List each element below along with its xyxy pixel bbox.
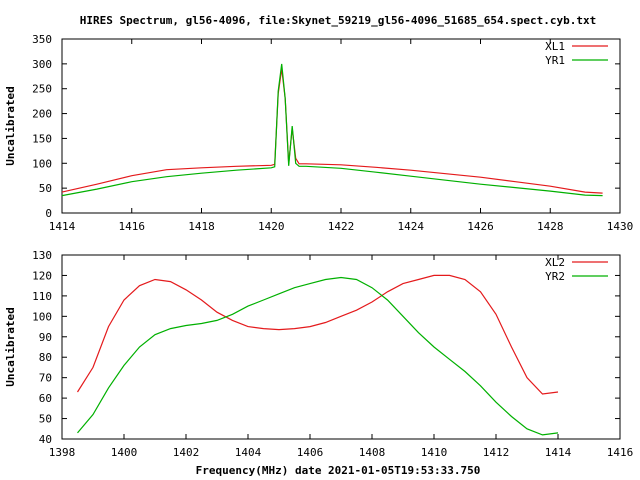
- y-tick-label: 70: [39, 372, 52, 385]
- chart-panel-2: 1398 1400 1402 1404 1406 1408 1410 1412 1414 1416…: [4, 249, 633, 459]
- plot-frame: [61, 254, 621, 440]
- y-tick-label: 350: [32, 33, 52, 46]
- x-tick-label: 1404: [235, 446, 262, 459]
- legend-label-xl1: XL1: [545, 40, 565, 53]
- y-tick-label: 250: [32, 83, 52, 96]
- x-tick-label: 1400: [111, 446, 138, 459]
- x-tick-label: 1422: [328, 220, 355, 233]
- y-tick-label: 300: [32, 58, 52, 71]
- y-axis-label: Uncalibrated: [4, 86, 17, 165]
- chart-panel-1: 1414 1416 1418 1420 1422 1424 1426 1428 1430 0 50 1…: [4, 33, 633, 233]
- x-tick-label: 1412: [483, 446, 510, 459]
- y-tick-label: 150: [32, 132, 52, 145]
- x-tick-label: 1428: [537, 220, 564, 233]
- series-line-xl1: [61, 68, 603, 194]
- y-tick-label: 60: [39, 392, 52, 405]
- x-tick-label: 1424: [398, 220, 425, 233]
- x-tick-label: 1398: [49, 446, 76, 459]
- series-line-xl2: [76, 274, 559, 395]
- x-tick-label: 1420: [258, 220, 285, 233]
- x-tick-label: 1408: [359, 446, 386, 459]
- plot-frame: [61, 38, 621, 214]
- y-tick-label: 200: [32, 108, 52, 121]
- x-tick-label: 1430: [607, 220, 634, 233]
- y-tick-label: 50: [39, 182, 52, 195]
- x-tick-label: 1410: [421, 446, 448, 459]
- legend-label-yr1: YR1: [545, 54, 565, 67]
- x-tick-label: 1414: [545, 446, 572, 459]
- x-tick-label: 1406: [297, 446, 324, 459]
- x-tick-label: 1418: [188, 220, 215, 233]
- y-tick-label: 100: [32, 310, 52, 323]
- y-tick-label: 110: [32, 290, 52, 303]
- y-tick-label: 120: [32, 269, 52, 282]
- series-line-yr2: [77, 276, 559, 436]
- chart-title: HIRES Spectrum, gl56-4096, file:Skynet_5…: [80, 14, 597, 27]
- y-tick-label: 100: [32, 157, 52, 170]
- x-tick-label: 1414: [49, 220, 76, 233]
- series-line-yr1: [61, 63, 603, 197]
- x-tick-label: 1402: [173, 446, 200, 459]
- x-tick-label: 1416: [119, 220, 146, 233]
- y-tick-label: 80: [39, 351, 52, 364]
- y-tick-label: 90: [39, 331, 52, 344]
- y-tick-label: 130: [32, 249, 52, 262]
- y-tick-label: 0: [45, 207, 52, 220]
- legend-label-xl2: XL2: [545, 256, 565, 269]
- x-tick-label: 1416: [607, 446, 634, 459]
- x-tick-label: 1426: [467, 220, 494, 233]
- y-tick-label: 40: [39, 433, 52, 446]
- y-tick-label: 50: [39, 413, 52, 426]
- x-axis-label: Frequency(MHz) date 2021-01-05T19:53:33.…: [196, 464, 481, 477]
- legend-label-yr2: YR2: [545, 270, 565, 283]
- y-axis-label: Uncalibrated: [4, 307, 17, 386]
